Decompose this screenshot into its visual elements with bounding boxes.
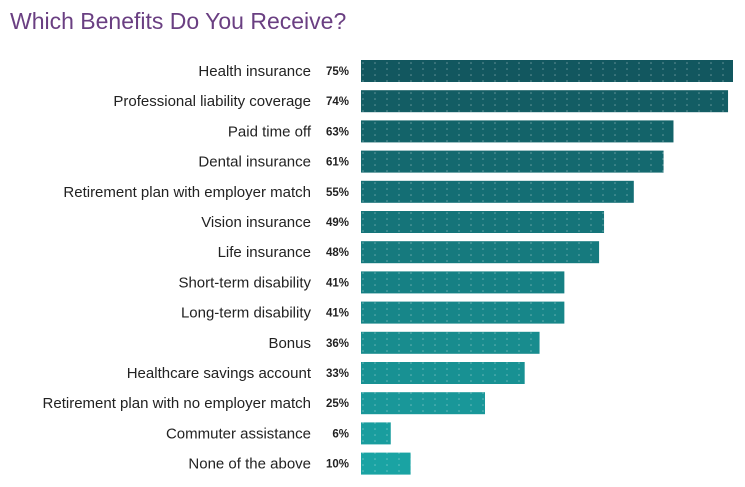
value-label: 6%	[332, 428, 349, 440]
bar-row: Short-term disability 41%	[178, 271, 565, 294]
bar-texture	[361, 331, 540, 354]
value-label: 36%	[326, 338, 349, 350]
value-label: 25%	[326, 398, 349, 410]
bar-texture	[361, 271, 565, 294]
bar-row: Life insurance 48%	[218, 241, 600, 264]
bar-row: Vision insurance 49%	[201, 211, 605, 233]
category-label: Health insurance	[198, 63, 311, 80]
bar-texture	[361, 422, 391, 445]
bar-row: None of the above 10%	[188, 452, 411, 475]
category-label: Long-term disability	[181, 305, 312, 322]
bar-row: Bonus 36%	[268, 331, 540, 354]
bar-texture	[361, 362, 525, 384]
bar-texture	[361, 241, 600, 264]
category-label: Healthcare savings account	[127, 365, 312, 382]
value-label: 61%	[326, 157, 349, 169]
value-label: 33%	[326, 368, 349, 380]
bar-texture	[361, 211, 605, 233]
bar-texture	[361, 60, 733, 82]
chart-title: Which Benefits Do You Receive?	[10, 8, 347, 34]
bars-group: Health insurance 75% Professional liabilit…	[43, 60, 733, 475]
category-label: Retirement plan with employer match	[63, 184, 311, 201]
bar-row: Health insurance 75%	[198, 60, 733, 82]
bar-texture	[361, 90, 729, 113]
value-label: 75%	[326, 66, 349, 78]
category-label: Paid time off	[228, 123, 312, 140]
bar-row: Healthcare savings account 33%	[127, 362, 525, 384]
value-label: 48%	[326, 247, 349, 259]
bar-row: Retirement plan with no employer match 25…	[43, 392, 485, 415]
category-label: Short-term disability	[178, 274, 311, 291]
value-label: 63%	[326, 126, 349, 138]
bar-row: Commuter assistance 6%	[166, 422, 391, 445]
bar-texture	[361, 452, 411, 475]
bar-texture	[361, 301, 565, 324]
category-label: Dental insurance	[198, 154, 311, 171]
bar-row: Professional liability coverage 74%	[113, 90, 729, 113]
bar-row: Dental insurance 61%	[198, 150, 664, 173]
bar-texture	[361, 150, 664, 173]
value-label: 55%	[326, 187, 349, 199]
bar-texture	[361, 392, 485, 415]
category-label: Vision insurance	[201, 214, 311, 231]
category-label: Retirement plan with no employer match	[43, 395, 311, 412]
category-label: Commuter assistance	[166, 425, 311, 442]
category-label: Bonus	[268, 335, 311, 352]
value-label: 10%	[326, 459, 349, 471]
value-label: 49%	[326, 217, 349, 229]
value-label: 74%	[326, 96, 349, 108]
category-label: None of the above	[188, 456, 311, 473]
bar-texture	[361, 120, 674, 143]
bar-row: Long-term disability 41%	[181, 301, 565, 324]
value-label: 41%	[326, 277, 349, 289]
bar-texture	[361, 180, 634, 203]
bar-row: Retirement plan with employer match 55%	[63, 180, 634, 203]
bar-row: Paid time off 63%	[228, 120, 674, 143]
category-label: Life insurance	[218, 244, 311, 261]
category-label: Professional liability coverage	[113, 93, 311, 110]
value-label: 41%	[326, 308, 349, 320]
